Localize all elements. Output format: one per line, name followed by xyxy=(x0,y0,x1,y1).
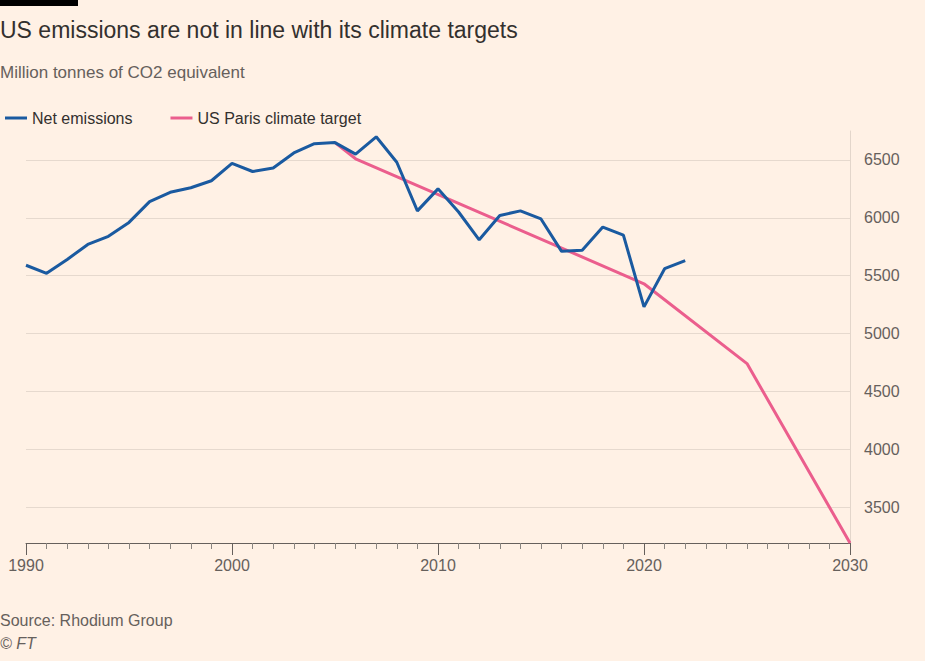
svg-text:4500: 4500 xyxy=(864,383,900,400)
svg-text:5000: 5000 xyxy=(864,325,900,342)
svg-text:US emissions are not in line w: US emissions are not in line with its cl… xyxy=(0,17,518,43)
svg-text:4000: 4000 xyxy=(864,441,900,458)
svg-text:Net emissions: Net emissions xyxy=(32,110,132,127)
svg-text:6000: 6000 xyxy=(864,209,900,226)
svg-text:2030: 2030 xyxy=(832,557,868,574)
svg-text:US Paris climate target: US Paris climate target xyxy=(197,110,361,127)
svg-text:6500: 6500 xyxy=(864,151,900,168)
svg-text:2020: 2020 xyxy=(626,557,662,574)
svg-text:2000: 2000 xyxy=(214,557,250,574)
svg-text:© FT: © FT xyxy=(0,635,37,652)
svg-text:3500: 3500 xyxy=(864,499,900,516)
svg-text:Source: Rhodium Group: Source: Rhodium Group xyxy=(0,612,173,629)
svg-text:Million tonnes of CO2 equivale: Million tonnes of CO2 equivalent xyxy=(0,63,245,82)
svg-text:5500: 5500 xyxy=(864,267,900,284)
svg-text:2010: 2010 xyxy=(420,557,456,574)
svg-text:1990: 1990 xyxy=(8,557,44,574)
